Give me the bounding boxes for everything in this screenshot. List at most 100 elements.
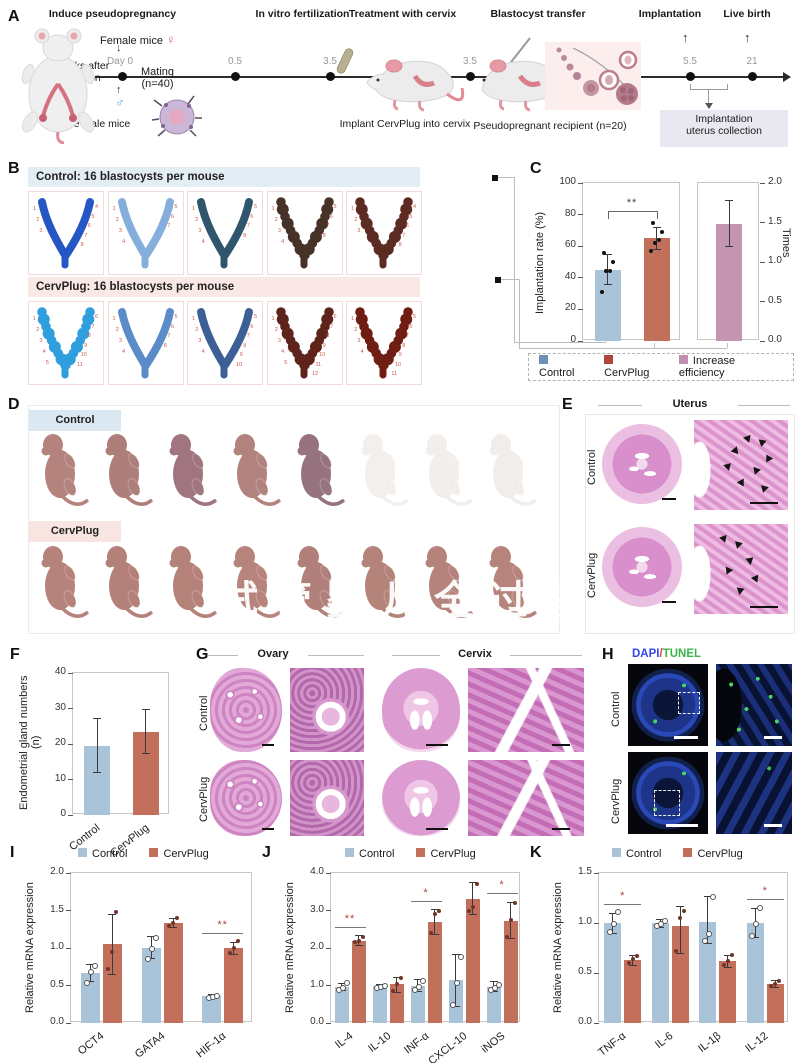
error-bar (728, 200, 730, 247)
error-cap (703, 942, 712, 944)
implantation-site-number: 7 (326, 223, 330, 229)
implantation-site-number: 3 (39, 228, 43, 234)
x-category-label: IL-1β (695, 1030, 724, 1056)
data-point (343, 979, 350, 986)
implantation-site-number: 6 (170, 323, 174, 330)
error-cap (169, 927, 177, 929)
data-point (474, 882, 479, 887)
arrowhead-icon (723, 463, 733, 472)
timeline-dot (231, 72, 240, 81)
cervplug-legend-swatch (416, 848, 426, 857)
error-cap (489, 981, 498, 983)
timeline-dot (466, 72, 475, 81)
data-point (504, 934, 509, 939)
error-cap (603, 253, 612, 255)
error-cap (723, 966, 732, 968)
y-tick-label: 0.5 (768, 294, 782, 306)
y-tick-label: 1.0 (310, 978, 324, 990)
data-point (352, 940, 357, 945)
sig-line (202, 933, 244, 934)
timeline-dot (686, 72, 695, 81)
error-cap (676, 905, 685, 907)
data-point (466, 908, 471, 913)
sig-line (746, 899, 784, 900)
x-category-label: IL-6 (653, 1030, 676, 1052)
data-point (153, 934, 159, 941)
tunel-zoom-cervplug (716, 752, 792, 834)
error-cap (93, 717, 102, 719)
y-tick (68, 708, 73, 709)
cervplug-stick-icon (336, 48, 354, 74)
y-tick-label: 100 (559, 176, 576, 187)
error-cap (413, 979, 422, 981)
error-bar (434, 909, 435, 935)
error-cap (771, 986, 780, 988)
y-tick-label: 0 (60, 808, 66, 819)
y-tick-label: 60 (564, 239, 576, 251)
error-cap (468, 881, 477, 883)
implantation-site-number: 4 (201, 239, 205, 245)
implantation-site-number: 7 (91, 323, 95, 330)
y-tick-label: 2.0 (310, 941, 324, 952)
arrowhead-icon (736, 478, 748, 489)
y-tick (68, 814, 73, 816)
timeline-tick: 3.5 (463, 56, 477, 67)
bar (719, 961, 737, 1023)
bar (372, 986, 387, 1023)
implantation-site-number: 7 (405, 333, 409, 339)
endometrial-gland-chart: 0 10 20 30 40 Control CervPlug (55, 666, 169, 859)
implant-cervplug-label: Implant CervPlug into cervix (339, 118, 471, 130)
y-tick (68, 779, 73, 780)
k-y-axis-label: Relative mRNA expression (552, 882, 564, 1013)
y-tick-label: 10 (54, 772, 66, 784)
error-cap (108, 913, 117, 915)
data-point (658, 921, 665, 927)
implantation-site-number: 6 (250, 213, 254, 220)
sig-label: ** (626, 197, 638, 210)
error-cap (141, 753, 150, 755)
connector-node (492, 175, 498, 181)
panel-label-h: H (602, 646, 614, 663)
y-tick (594, 1022, 599, 1024)
pup-image (169, 434, 218, 506)
sig-leg (607, 211, 609, 220)
implantation-site-number: 1 (112, 316, 116, 322)
panel-label-a: A (8, 8, 20, 25)
uterus-image: 1 2 3 4 5 6 7 8 9 10 11 (28, 301, 104, 385)
sig-label: ** (344, 912, 356, 925)
error-cap (628, 964, 637, 966)
control-legend-swatch (345, 848, 354, 857)
data-point (390, 989, 395, 994)
data-point (436, 908, 441, 913)
implantation-site-number: 4 (122, 239, 126, 245)
error-cap (703, 895, 712, 897)
pup-image (105, 546, 154, 618)
data-point (227, 951, 232, 956)
control-legend-swatch (539, 355, 548, 364)
pup-image (297, 546, 346, 618)
pup-image (425, 546, 474, 618)
x-category-label: Control (67, 822, 103, 854)
cervplug-uteri-row: 1 2 3 4 5 6 7 8 9 10 11 1 2 3 4 5 6 7 8 1 2 3 4 5 6 7 8 9 10 1 2 3 4 5 6 7 8… (28, 301, 428, 385)
uterus-section-cervplug (602, 527, 682, 607)
oocyte-ivf-illustration (151, 95, 202, 137)
timeline-arrow-icon (783, 72, 791, 82)
implantation-site-number: 9 (322, 342, 326, 349)
cervplug-legend-swatch (683, 848, 693, 857)
bar (141, 948, 161, 1023)
y-tick-label: 1.0 (578, 916, 592, 927)
efficiency-legend-swatch (678, 355, 688, 364)
data-point (512, 901, 517, 905)
sig-line (604, 904, 642, 905)
data-point (84, 979, 91, 986)
x-category-label: IL-12 (743, 1030, 771, 1055)
implantation-site-number: 10 (395, 361, 402, 368)
data-point (453, 979, 460, 986)
sig-line (334, 926, 366, 928)
cervplug-legend-swatch (604, 355, 614, 364)
implantation-site-number: 7 (246, 223, 250, 229)
data-point (674, 949, 679, 953)
